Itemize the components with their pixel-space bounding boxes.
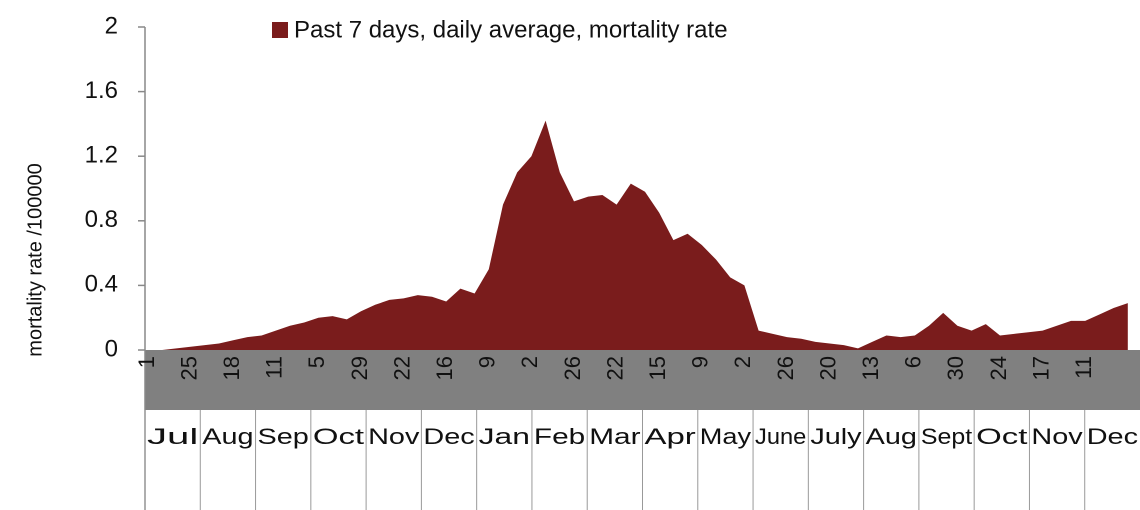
x-tick-label: 24 [986,356,1011,380]
month-label: Aug [202,424,253,449]
x-tick-label: 18 [219,356,244,380]
y-axis-label: mortality rate /100000 [24,163,46,356]
y-tick-label: 0.4 [85,271,118,298]
month-label: Oct [313,424,364,449]
x-tick-label: 2 [730,356,755,368]
x-tick-label: 11 [262,356,287,379]
x-tick-label: 17 [1028,356,1053,380]
x-tick-label: 25 [176,356,201,380]
x-tick-label: 9 [475,356,500,368]
x-tick-label: 11 [1071,356,1096,379]
category-band [145,350,1140,410]
month-label: Jan [479,424,530,449]
month-label: Aug [866,424,917,449]
x-tick-label: 15 [645,356,670,380]
area [148,120,1128,350]
month-label: June [755,424,806,449]
month-label: Mar [589,424,640,449]
x-tick-label: 22 [602,356,627,380]
y-tick-label: 1.2 [85,142,118,169]
x-tick-label: 22 [389,356,414,380]
month-label: Dec [423,424,474,449]
month-label: May [700,424,751,449]
month-label: Feb [534,424,585,449]
month-label: Nov [1031,424,1082,449]
x-tick-label: 5 [304,356,329,368]
month-label: Jul [147,424,198,449]
y-tick-label: 0.8 [85,206,118,233]
x-tick-label: 16 [432,356,457,380]
x-tick-label: 26 [773,356,798,380]
month-label: Sep [258,424,309,449]
y-tick-label: 0 [105,335,118,362]
x-tick-label: 2 [517,356,542,368]
month-label: Dec [1087,424,1138,449]
x-tick-label: 30 [943,356,968,380]
y-tick-label: 2 [105,12,118,39]
legend-label: Past 7 days, daily average, mortality ra… [294,16,728,43]
x-tick-label: 26 [560,356,585,380]
month-label: Nov [368,424,419,449]
x-tick-label: 9 [688,356,713,368]
legend-swatch [272,22,288,38]
month-label: July [810,424,861,449]
month-label: Sept [921,424,972,449]
x-tick-label: 20 [815,356,840,380]
x-tick-label: 29 [347,356,372,380]
month-label: Apr [645,424,696,449]
x-tick-label: 1 [134,356,159,368]
y-tick-label: 1.6 [85,77,118,104]
x-tick-label: 13 [858,356,883,380]
x-tick-label: 6 [901,356,926,368]
month-label: Oct [976,424,1027,449]
